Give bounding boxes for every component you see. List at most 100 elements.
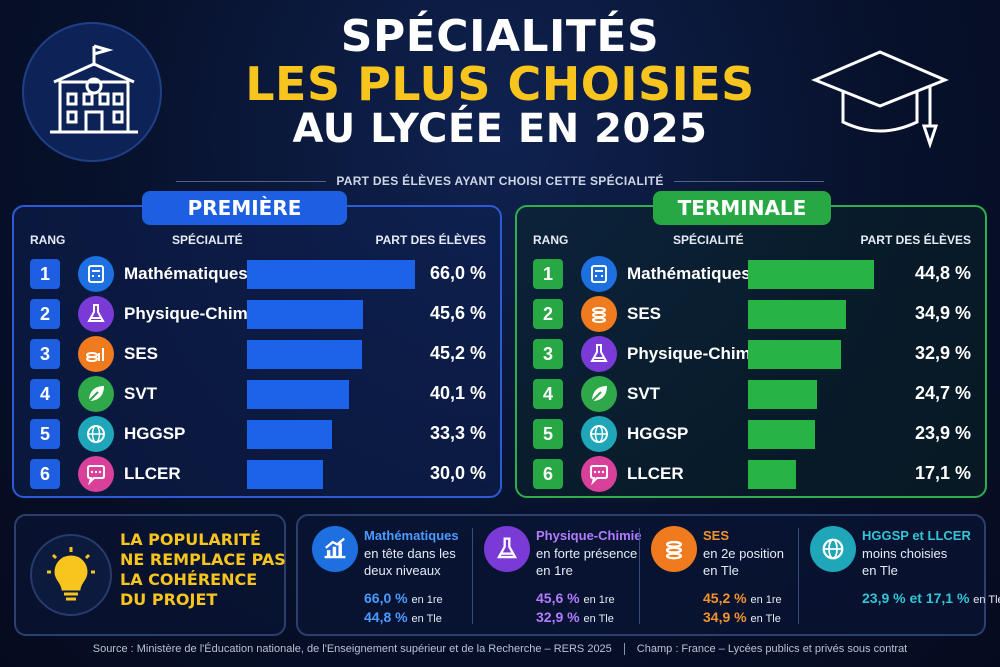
coins-icon	[581, 296, 617, 332]
flask-icon	[581, 336, 617, 372]
specialty-name: HGGSP	[627, 424, 689, 443]
warning-line: LA COHÉRENCE	[120, 570, 258, 589]
card-stats: 45,6 % en 1re 32,9 % en Tle	[536, 589, 615, 627]
table-row: 4 SVT 40,1 %	[14, 375, 500, 412]
stat-value: 23,9 % et 17,1 %	[862, 590, 970, 606]
card-stats: 66,0 % en 1re 44,8 % en Tle	[364, 589, 443, 627]
table-row: 1 Mathématiques 66,0 %	[14, 255, 500, 292]
value-label: 24,7 %	[914, 383, 971, 403]
value-label: 40,1 %	[429, 383, 486, 403]
bar-mark	[748, 300, 847, 329]
calculator-icon	[78, 256, 114, 292]
value-label: 34,9 %	[914, 303, 971, 323]
specialty-name: Mathématiques	[627, 264, 751, 283]
stat-suffix: en 1re	[411, 594, 443, 606]
table-row: 1 Mathématiques 44,8 %	[517, 255, 985, 292]
globe-icon	[78, 416, 114, 452]
bar-mark	[247, 340, 363, 369]
stat-suffix: en Tle	[750, 612, 781, 625]
stat-suffix: en Tle	[583, 612, 614, 625]
value-label: 45,6 %	[429, 303, 486, 323]
stat-suffix: en Tle	[411, 612, 442, 625]
card-description-line: en 1re	[536, 562, 573, 578]
globe-icon	[810, 526, 856, 572]
card-description: moins choisies en Tle	[862, 546, 947, 580]
stat-suffix: en 1re	[583, 594, 615, 606]
card-title: HGGSP et LLCER	[862, 528, 971, 543]
specialty-name: SES	[627, 304, 662, 323]
warning-line: NE REMPLACE PAS	[120, 550, 286, 569]
warning-text: LA POPULARITÉ NE REMPLACE PAS LA COHÉREN…	[120, 530, 286, 610]
bar-mark	[247, 460, 324, 489]
rank-badge: 5	[30, 419, 60, 449]
page-title: SPÉCIALITÉS LES PLUS CHOISIES AU LYCÉE E…	[0, 13, 1000, 150]
subtitle-text: PART DES ÉLÈVES AYANT CHOISI CETTE SPÉCI…	[336, 174, 664, 188]
rank-badge: 3	[533, 339, 563, 369]
table-row: 5 HGGSP 23,9 %	[517, 415, 985, 452]
value-label: 45,2 %	[429, 343, 486, 363]
stat-value: 45,6 %	[536, 590, 580, 606]
premiere-panel: PREMIÈRE RANG SPÉCIALITÉ PART DES ÉLÈVES…	[12, 191, 502, 498]
rank-badge: 5	[533, 419, 563, 449]
card-description-line: en Tle	[862, 562, 898, 578]
bar-mark	[748, 340, 841, 369]
specialty-name: LLCER	[124, 464, 181, 483]
specialty-name: Mathématiques	[124, 264, 248, 283]
coins-icon	[651, 526, 697, 572]
stat-value: 44,8 %	[364, 608, 408, 625]
card-description-line: moins choisies	[862, 546, 948, 561]
table-row: 4 SVT 24,7 %	[517, 375, 985, 412]
card-stats: 23,9 % et 17,1 % en Tle	[862, 589, 1000, 608]
scope-note: Champ : France – Lycées publics et privé…	[636, 643, 908, 655]
stat-suffix: en Tle	[973, 594, 1000, 606]
specialty-header: SPÉCIALITÉ	[673, 233, 744, 247]
card-stats: 45,2 % en 1re 34,9 % en Tle	[703, 589, 782, 627]
stat-suffix: en 1re	[750, 594, 782, 606]
card-description-line: en forte présence	[536, 546, 638, 561]
card-description: en 2e position en Tle	[703, 546, 784, 580]
card-description-line: en Tle	[703, 562, 739, 578]
card-description: en tête dans les deux niveaux	[364, 546, 456, 580]
specialty-name: SES	[124, 344, 159, 363]
bar-mark	[247, 300, 364, 329]
bar-mark	[247, 420, 332, 449]
card-stat-line: 44,8 % en Tle	[364, 608, 443, 627]
specialty-name: LLCER	[627, 464, 684, 483]
rank-badge: 4	[30, 379, 60, 409]
summary-card: HGGSP et LLCER moins choisies en Tle 23,9 %…	[802, 516, 1000, 634]
card-stat-line: 45,6 % en 1re	[536, 589, 615, 608]
warning-line: DU PROJET	[120, 590, 218, 609]
terminale-title: TERMINALE	[653, 191, 831, 225]
lightbulb-icon	[30, 534, 112, 616]
card-stat-line: 32,9 % en Tle	[536, 608, 615, 627]
bar-mark	[748, 260, 874, 289]
card-title: Mathématiques	[364, 528, 459, 543]
card-description: en forte présence en 1re	[536, 546, 637, 580]
card-divider	[798, 528, 799, 624]
title-line-2: LES PLUS CHOISIES	[245, 57, 755, 112]
card-description-line: deux niveaux	[364, 562, 441, 578]
value-label: 32,9 %	[914, 343, 971, 363]
premiere-title: PREMIÈRE	[142, 191, 347, 225]
calculator-icon	[581, 256, 617, 292]
specialty-header: SPÉCIALITÉ	[172, 233, 243, 247]
bar-mark	[748, 380, 818, 409]
rank-badge: 6	[533, 459, 563, 489]
table-row: 5 HGGSP 33,3 %	[14, 415, 500, 452]
speech-bubble-icon	[581, 456, 617, 492]
flask-icon	[78, 296, 114, 332]
footer-divider	[623, 643, 625, 656]
card-stat-line: 45,2 % en 1re	[703, 589, 782, 608]
table-row: 2 Physique-Chimie 45,6 %	[14, 295, 500, 332]
specialty-name: HGGSP	[124, 424, 186, 443]
card-description-line: en 2e position	[703, 546, 784, 561]
terminale-panel: TERMINALE RANG SPÉCIALITÉ PART DES ÉLÈVE…	[515, 191, 987, 498]
table-row: 6 LLCER 17,1 %	[517, 455, 985, 492]
value-label: 17,1 %	[914, 463, 971, 483]
chart-subtitle: PART DES ÉLÈVES AYANT CHOISI CETTE SPÉCI…	[0, 174, 1000, 188]
summary-cards: Mathématiques en tête dans les deux niveau…	[296, 514, 1000, 636]
flask-icon	[484, 526, 530, 572]
card-stat-line: 23,9 % et 17,1 % en Tle	[862, 589, 1000, 608]
rank-badge: 1	[30, 259, 60, 289]
share-header: PART DES ÉLÈVES	[375, 233, 486, 247]
